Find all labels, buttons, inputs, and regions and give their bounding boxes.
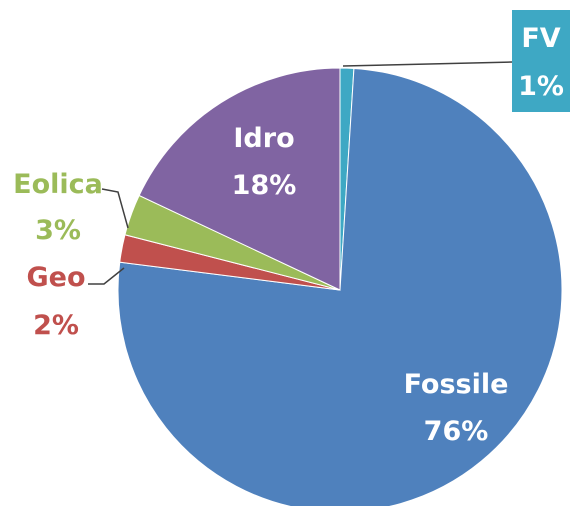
label-eolica-value: 3% bbox=[35, 215, 81, 246]
leader-line-geo bbox=[88, 267, 125, 285]
label-eolica-name: Eolica bbox=[13, 169, 103, 200]
leader-line-fv bbox=[342, 61, 513, 67]
label-idro-name: Idro bbox=[233, 123, 294, 154]
label-geo-value: 2% bbox=[33, 310, 79, 341]
label-idro-value: 18% bbox=[232, 170, 297, 201]
pie-slices bbox=[117, 67, 563, 506]
label-fv-value: 1% bbox=[518, 71, 564, 102]
label-geo-name: Geo bbox=[26, 262, 85, 293]
label-fossile-name: Fossile bbox=[404, 369, 509, 400]
pie-slice-idro bbox=[138, 67, 341, 291]
label-fv-name: FV bbox=[521, 23, 560, 54]
label-fossile-value: 76% bbox=[424, 416, 489, 447]
fv-label-box bbox=[512, 10, 570, 112]
leader-line-eolica bbox=[101, 188, 129, 229]
pie-slice-fossile bbox=[117, 67, 563, 506]
